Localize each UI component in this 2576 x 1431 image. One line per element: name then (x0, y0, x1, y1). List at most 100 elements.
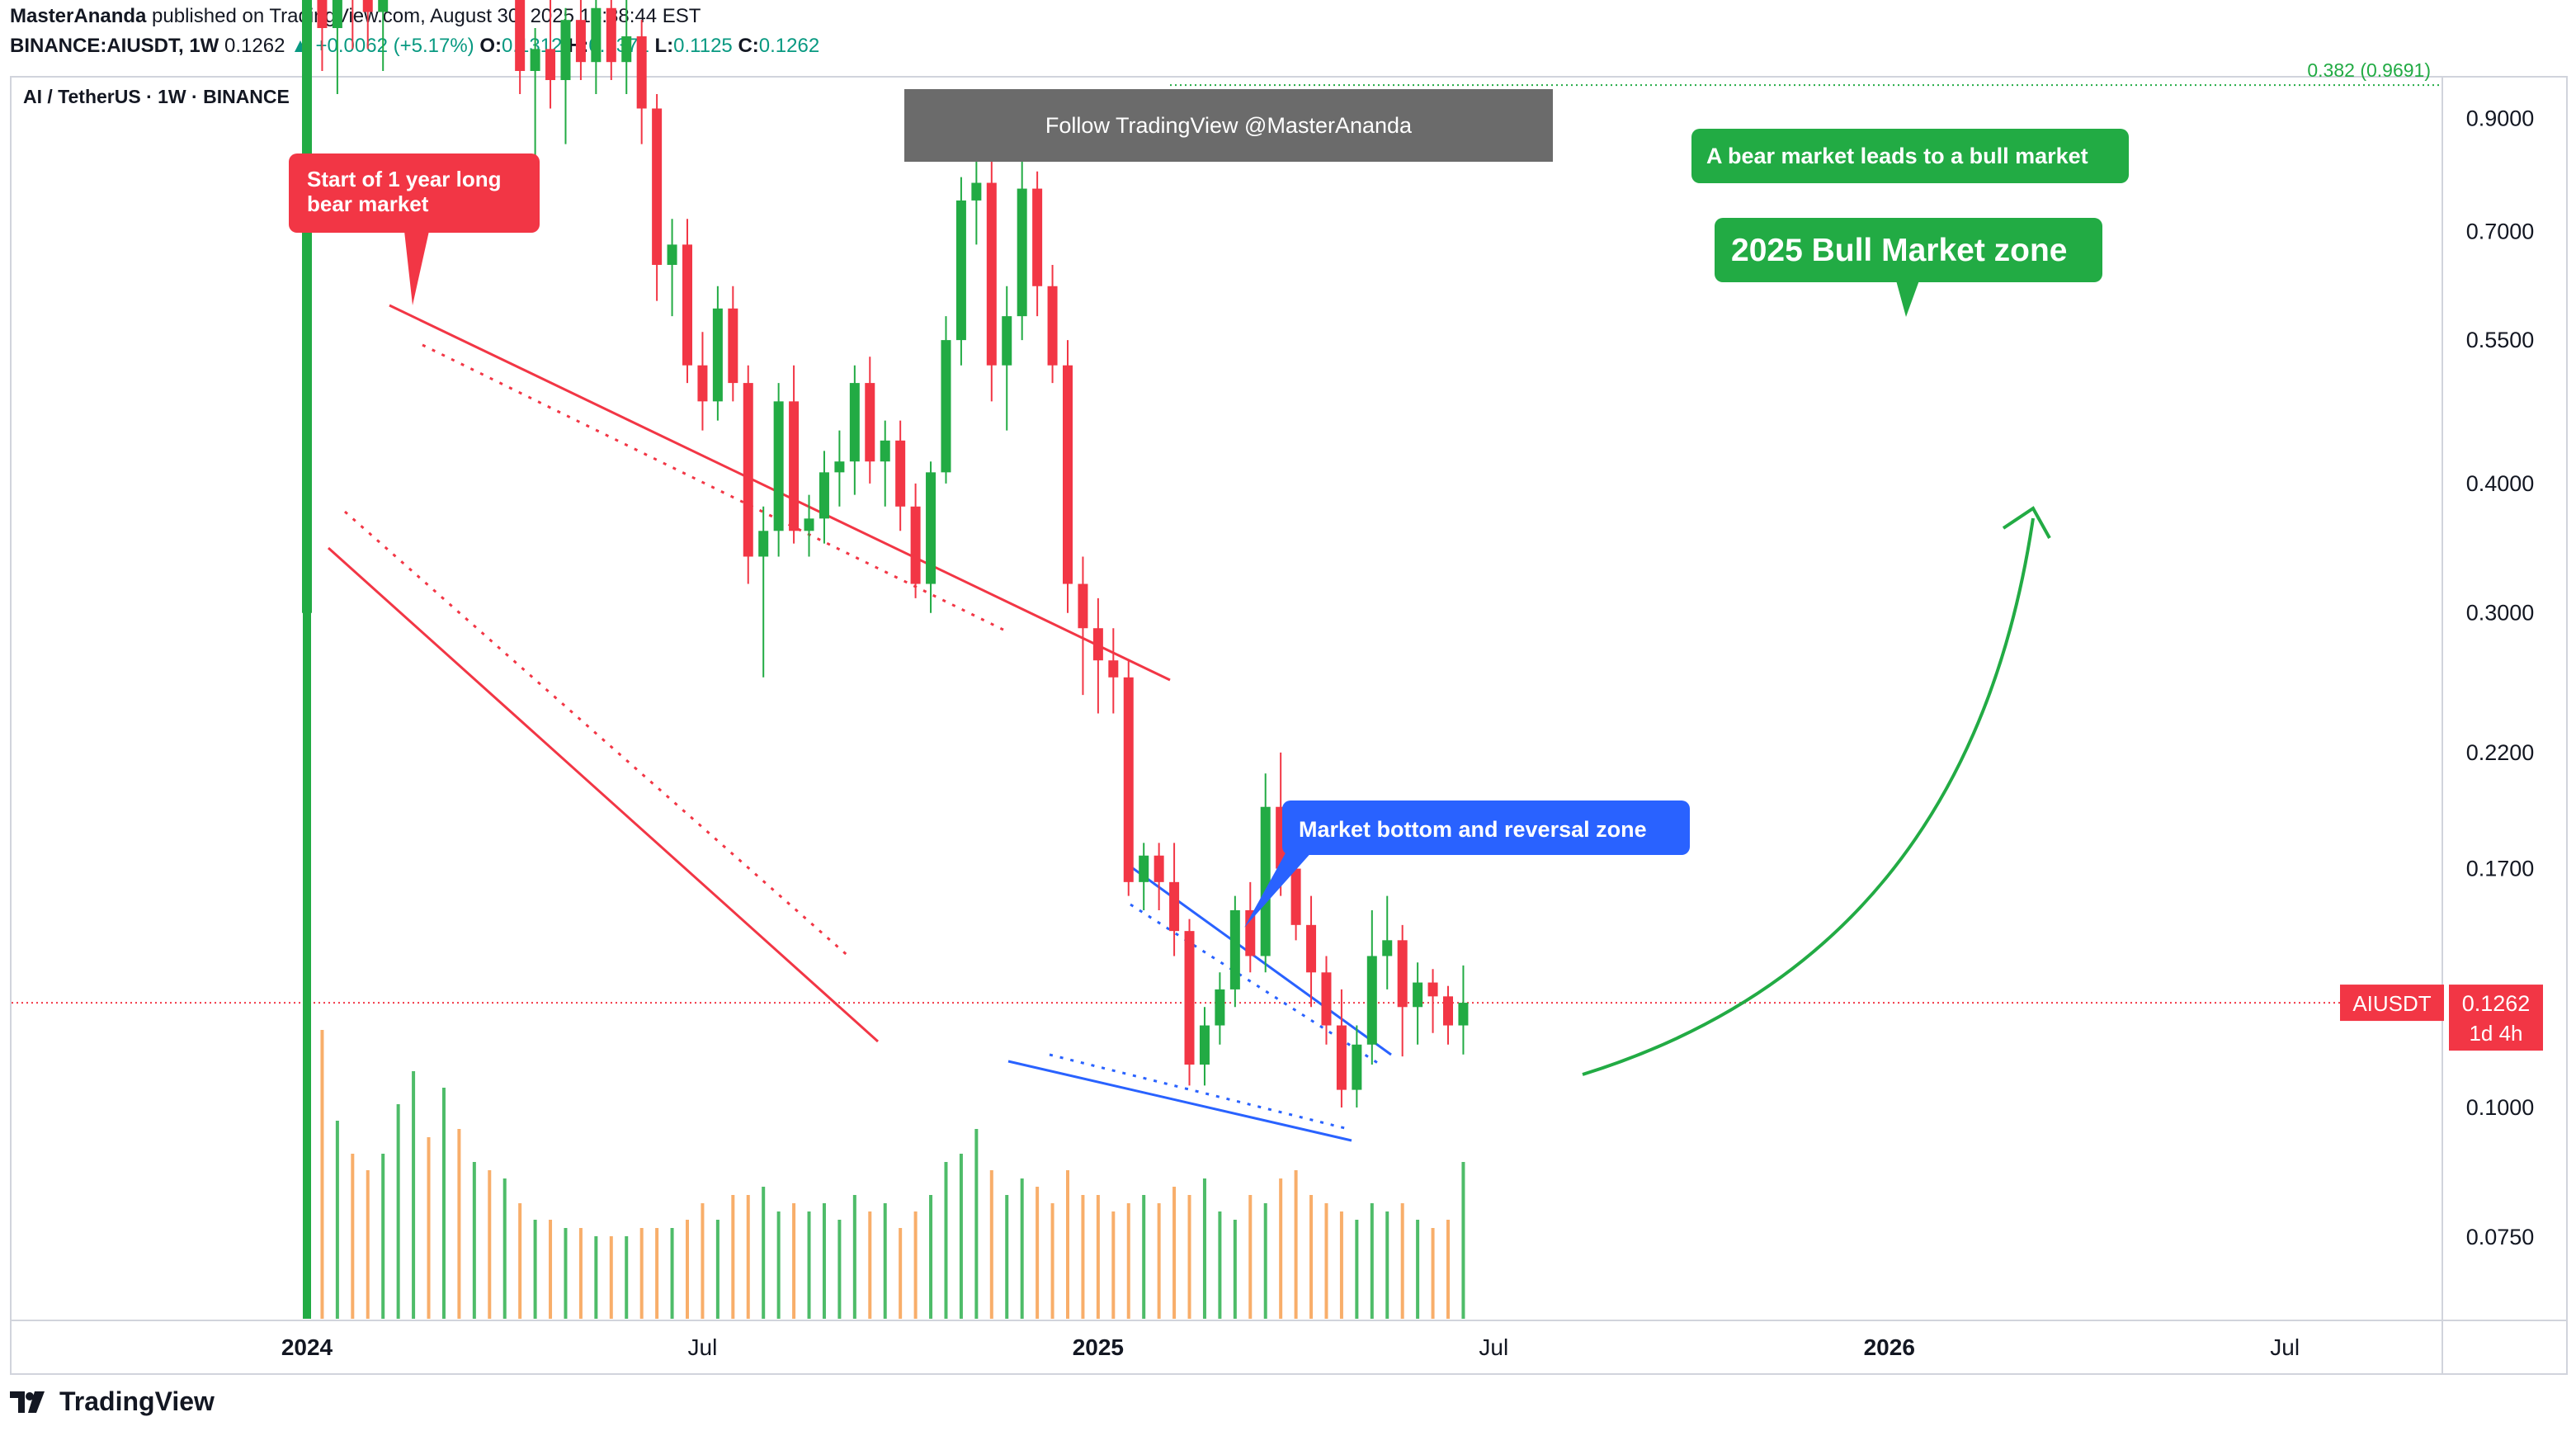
bull-zone-callout-text: 2025 Bull Market zone (1731, 233, 2067, 268)
candle (652, 93, 663, 301)
candle (575, 0, 586, 81)
x-tick-label: Jul (1479, 1334, 1508, 1360)
candle (1413, 962, 1423, 1045)
candle (1108, 628, 1119, 714)
candle (591, 0, 602, 94)
candle-body (1382, 940, 1393, 956)
candle (1002, 286, 1012, 431)
bull-arrow-head-icon (2002, 506, 2051, 539)
candle-body (880, 440, 890, 462)
volume-bar (792, 1203, 796, 1319)
candle-body (1215, 989, 1225, 1026)
candle-body (317, 0, 328, 29)
candle (1047, 264, 1058, 384)
candle-body (378, 0, 389, 12)
candle-body (1184, 931, 1195, 1065)
candle-body (1321, 972, 1332, 1026)
candle-body (1078, 583, 1088, 629)
volume-bar (396, 1104, 400, 1319)
candle (1366, 909, 1377, 1065)
volume-bar (1263, 1203, 1267, 1319)
footer-brand[interactable]: TradingView (10, 1386, 215, 1417)
candle-body (773, 401, 784, 531)
candle (667, 219, 677, 317)
volume-bar (335, 1121, 339, 1319)
candle (1336, 989, 1347, 1107)
candle-body (652, 108, 663, 265)
volume-bar (655, 1228, 659, 1319)
candle-body (804, 518, 814, 531)
candle-body (545, 49, 556, 81)
volume-bar (1385, 1211, 1389, 1319)
volume-bar (1187, 1195, 1191, 1319)
candle (849, 365, 860, 495)
candle-body (1413, 982, 1423, 1008)
volume-bar (1111, 1211, 1116, 1319)
candle (515, 0, 526, 94)
candle-body (515, 0, 526, 71)
volume-bar (1431, 1228, 1435, 1319)
volume-bar (837, 1220, 842, 1319)
low-label: L: (654, 35, 674, 57)
volume-bar (488, 1170, 492, 1319)
candle (351, 0, 354, 50)
bear-trendline-lower (327, 546, 880, 1043)
candle-body (1154, 855, 1164, 882)
candle-body (910, 506, 921, 584)
candle (1092, 597, 1103, 714)
volume-bar (594, 1236, 598, 1319)
candle-body (1139, 855, 1149, 882)
candle-body (332, 0, 342, 29)
candle (1139, 843, 1149, 910)
volume-bar (472, 1162, 476, 1319)
wedge-lower-line (1007, 1060, 1352, 1142)
volume-bar (868, 1211, 872, 1319)
volume-bar (762, 1187, 766, 1319)
volume-bar (625, 1236, 629, 1319)
volume-bar (715, 1220, 719, 1319)
low-value: 0.1125 (673, 35, 733, 57)
volume-bar (959, 1154, 963, 1319)
candle-body (1397, 940, 1408, 1008)
candle-body (712, 308, 723, 402)
volume-bar (1172, 1187, 1177, 1319)
candle (1078, 556, 1088, 696)
volume-bar (670, 1228, 674, 1319)
volume-bar (351, 1154, 355, 1319)
last-price-text: 0.1262 (2462, 991, 2531, 1016)
bull-zone-callout-box (1715, 218, 2102, 282)
candle (1215, 972, 1225, 1045)
volume-bar (1279, 1178, 1283, 1319)
candle (1427, 969, 1438, 1033)
candle (743, 365, 753, 584)
author-name[interactable]: MasterAnanda (10, 5, 147, 27)
candle (1260, 773, 1271, 973)
volume-bar (1126, 1203, 1130, 1319)
bull-zone-callout-pointer (1896, 281, 1919, 317)
wedge-lower-inner (1049, 1053, 1349, 1131)
last-price-text: 0.1262 (224, 35, 285, 57)
volume-bar (1400, 1203, 1404, 1319)
candle (1397, 924, 1408, 1057)
candle (1063, 340, 1073, 613)
volume-bar (412, 1071, 416, 1319)
bear-to-bull-callout-text: A bear market leads to a bull market (1706, 144, 2088, 168)
volume-bar (974, 1129, 979, 1319)
candle (789, 365, 800, 544)
candle (955, 177, 966, 366)
candle-body (789, 401, 800, 531)
volume-bar (441, 1088, 446, 1319)
y-tick-label: 0.5500 (2466, 328, 2535, 352)
volume-bar (457, 1129, 461, 1319)
x-tick-label: Jul (688, 1334, 718, 1360)
volume-bar (1020, 1178, 1024, 1319)
bear-callout-box (289, 153, 540, 233)
volume-bar (1036, 1187, 1040, 1319)
candle (545, 0, 556, 109)
chart-title: AI / TetherUS · 1W · BINANCE (23, 86, 290, 107)
volume-bar (883, 1203, 887, 1319)
candle (941, 316, 951, 484)
close-label: C: (738, 35, 759, 57)
volume-bar (427, 1137, 431, 1319)
